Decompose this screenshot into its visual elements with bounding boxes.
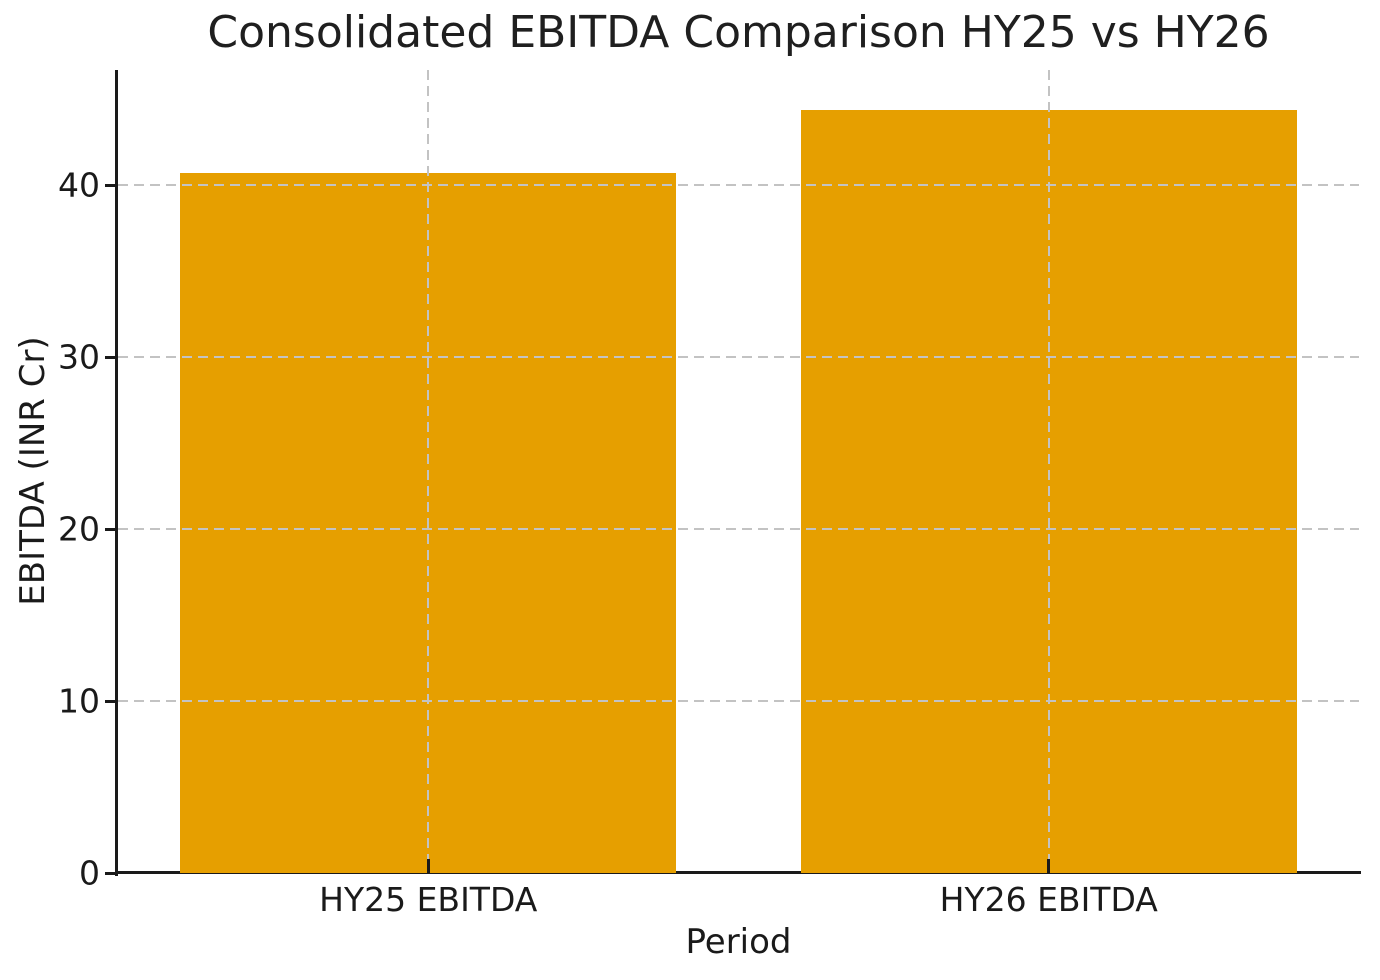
y-tick-label-20: 20	[58, 509, 100, 549]
x-tick-label-hy26-ebitda: HY26 EBITDA	[939, 880, 1158, 919]
x-gridline-hy25-ebitda	[427, 70, 430, 873]
y-tick-label-0: 0	[79, 853, 100, 893]
y-tick-30	[105, 355, 115, 359]
y-tick-10	[105, 699, 115, 703]
y-tick-label-40: 40	[58, 165, 100, 205]
chart-title: Consolidated EBITDA Comparison HY25 vs H…	[207, 7, 1270, 58]
x-tick-hy25-ebitda	[426, 859, 430, 873]
y-gridline-10	[118, 700, 1359, 703]
y-gridline-20	[118, 528, 1359, 531]
x-tick-label-hy25-ebitda: HY25 EBITDA	[319, 880, 538, 919]
y-tick-40	[105, 183, 115, 187]
y-tick-label-30: 30	[58, 337, 100, 377]
x-axis-spine	[115, 871, 1361, 874]
y-gridline-40	[118, 184, 1359, 187]
y-tick-20	[105, 527, 115, 531]
plot-area	[118, 70, 1359, 873]
x-gridline-hy26-ebitda	[1047, 70, 1050, 873]
y-axis-spine	[115, 70, 118, 876]
y-axis-label: EBITDA (INR Cr)	[13, 336, 53, 606]
y-tick-label-10: 10	[58, 681, 100, 721]
x-tick-hy26-ebitda	[1047, 859, 1051, 873]
y-gridline-30	[118, 356, 1359, 359]
y-tick-0	[105, 871, 115, 875]
x-axis-label: Period	[685, 922, 792, 962]
